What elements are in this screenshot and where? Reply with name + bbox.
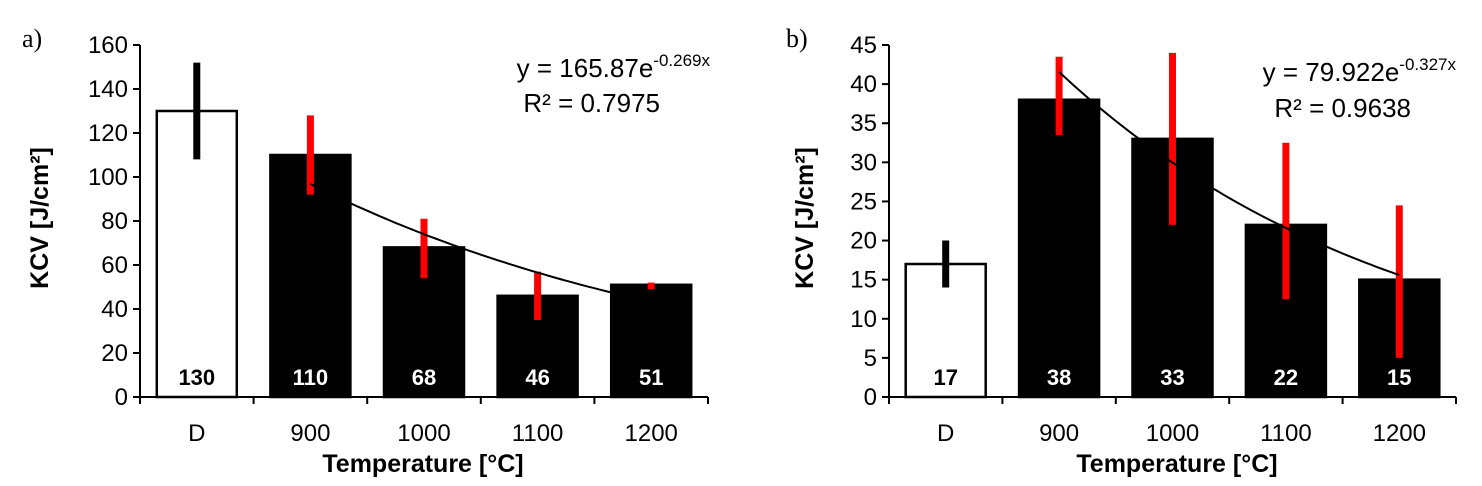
y-tick-label: 45	[850, 32, 877, 59]
bar-value-label: 33	[1160, 365, 1184, 390]
y-tick-label: 160	[88, 32, 128, 59]
y-tick-label: 120	[88, 120, 128, 147]
panel-label: a)	[22, 24, 42, 53]
x-tick-label: 1000	[1146, 420, 1199, 447]
y-tick-label: 40	[850, 71, 877, 98]
bar-value-label: 15	[1387, 365, 1411, 390]
x-tick-label: D	[188, 420, 205, 447]
x-tick-label: 1000	[397, 420, 450, 447]
bar-value-label: 17	[933, 365, 957, 390]
x-tick-label: D	[937, 420, 954, 447]
bar-value-label: 46	[525, 365, 549, 390]
y-tick-label: 35	[850, 110, 877, 137]
y-tick-label: 80	[101, 208, 128, 235]
y-tick-label: 25	[850, 188, 877, 215]
panel-label: b)	[786, 24, 808, 53]
bar-900	[1017, 98, 1101, 399]
trendline-equation: y = 79.922e-0.327x	[1263, 55, 1457, 87]
x-axis-title: Temperature [°C]	[1076, 450, 1277, 478]
y-tick-label: 15	[850, 267, 877, 294]
y-tick-label: 20	[850, 228, 877, 255]
equation-base: y = 79.922e	[1263, 57, 1400, 87]
bar-900	[269, 153, 352, 399]
chart-panel-b: b) 17 38 33 22 15 0 5 10 15 20 25 30 35 40 45 D 900 1000 1…	[786, 24, 1457, 478]
y-tick-label: 60	[101, 252, 128, 279]
equation-exponent: -0.269x	[653, 51, 710, 70]
y-tick-label: 20	[101, 340, 128, 367]
bar-1100	[496, 294, 579, 399]
x-tick-label: 1200	[625, 420, 678, 447]
y-tick-label: 0	[115, 384, 128, 411]
y-tick-label: 10	[850, 306, 877, 333]
bar-value-label: 38	[1047, 365, 1071, 390]
equation-exponent: -0.327x	[1399, 55, 1456, 74]
y-axis-title: KCV [J/cm²]	[791, 147, 819, 289]
x-tick-label: 1100	[1260, 420, 1312, 447]
trendline	[309, 183, 652, 303]
bar-value-label: 130	[178, 365, 215, 390]
y-tick-label: 140	[88, 76, 128, 103]
r-squared-label: R² = 0.7975	[523, 88, 660, 118]
equation-base: y = 165.87e	[517, 53, 654, 83]
bar-value-label: 51	[639, 365, 663, 390]
trendline	[1058, 71, 1400, 277]
r-squared-label: R² = 0.9638	[1274, 93, 1411, 123]
y-tick-label: 40	[101, 296, 128, 323]
x-tick-label: 900	[1039, 420, 1079, 447]
y-tick-label: 0	[864, 384, 877, 411]
x-tick-label: 1200	[1373, 420, 1426, 447]
y-tick-label: 5	[864, 345, 877, 372]
bar-value-label: 22	[1274, 365, 1298, 390]
y-axis-title: KCV [J/cm²]	[26, 147, 54, 289]
x-axis-title: Temperature [°C]	[322, 450, 523, 478]
trendline-equation: y = 165.87e-0.269x	[517, 51, 711, 83]
x-tick-label: 900	[290, 420, 330, 447]
x-tick-label: 1100	[512, 420, 564, 447]
y-tick-label: 30	[850, 149, 877, 176]
bar-value-label: 68	[412, 365, 436, 390]
bar-value-label: 110	[293, 365, 329, 390]
chart-panel-a: a) 130 110 68 46 51 0 20 40 60 80 100 120 140 160 D 900…	[22, 24, 710, 478]
y-tick-label: 100	[88, 164, 128, 191]
